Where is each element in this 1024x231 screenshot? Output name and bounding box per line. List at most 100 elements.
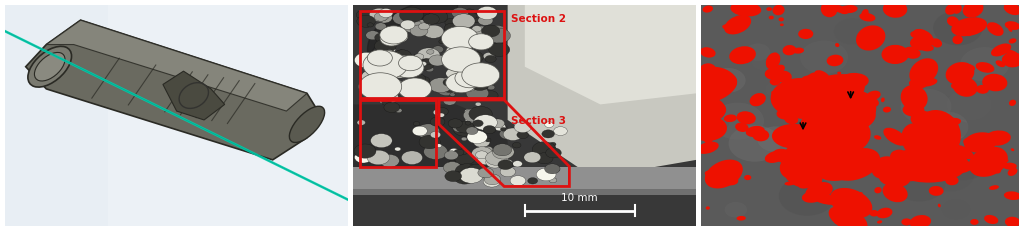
Polygon shape — [26, 20, 321, 160]
Circle shape — [383, 81, 401, 92]
Circle shape — [466, 86, 488, 100]
Ellipse shape — [698, 69, 717, 82]
Circle shape — [498, 160, 513, 170]
Circle shape — [417, 124, 439, 139]
Circle shape — [450, 63, 457, 68]
Ellipse shape — [780, 23, 783, 26]
Circle shape — [453, 122, 475, 136]
Circle shape — [375, 33, 388, 42]
Circle shape — [505, 160, 513, 165]
Ellipse shape — [969, 147, 1008, 177]
Ellipse shape — [883, 0, 907, 18]
Ellipse shape — [829, 87, 848, 99]
Ellipse shape — [903, 47, 918, 57]
Circle shape — [893, 165, 945, 201]
Circle shape — [752, 54, 775, 70]
Circle shape — [779, 176, 836, 216]
Circle shape — [391, 67, 409, 78]
Ellipse shape — [806, 126, 856, 152]
Circle shape — [450, 93, 456, 96]
Circle shape — [478, 16, 493, 25]
Circle shape — [925, 157, 974, 191]
Circle shape — [392, 58, 424, 78]
Circle shape — [419, 77, 430, 84]
Ellipse shape — [982, 74, 1008, 91]
Ellipse shape — [905, 49, 921, 59]
Circle shape — [460, 168, 483, 183]
Ellipse shape — [918, 91, 926, 97]
Circle shape — [370, 8, 389, 21]
Circle shape — [475, 151, 487, 159]
Circle shape — [786, 147, 810, 163]
Circle shape — [462, 9, 477, 18]
Circle shape — [449, 172, 461, 180]
Ellipse shape — [895, 7, 898, 12]
Circle shape — [441, 82, 458, 92]
Circle shape — [512, 142, 521, 148]
Circle shape — [452, 8, 468, 18]
Ellipse shape — [859, 13, 876, 21]
Circle shape — [537, 168, 556, 181]
Circle shape — [454, 149, 464, 156]
Circle shape — [451, 33, 463, 41]
Circle shape — [475, 41, 488, 50]
Circle shape — [362, 51, 408, 79]
Ellipse shape — [838, 72, 842, 74]
Circle shape — [476, 63, 484, 68]
Circle shape — [463, 109, 484, 122]
Circle shape — [376, 12, 392, 23]
Circle shape — [554, 127, 567, 135]
Circle shape — [356, 15, 376, 27]
Circle shape — [413, 126, 427, 136]
Circle shape — [414, 54, 424, 60]
Circle shape — [462, 64, 483, 77]
Circle shape — [825, 191, 858, 214]
Ellipse shape — [783, 142, 814, 165]
Ellipse shape — [736, 111, 756, 124]
Circle shape — [374, 12, 388, 21]
Ellipse shape — [706, 206, 710, 210]
Ellipse shape — [909, 78, 928, 89]
Ellipse shape — [910, 31, 921, 38]
Ellipse shape — [1002, 159, 1009, 162]
Ellipse shape — [910, 36, 932, 50]
Circle shape — [477, 119, 487, 126]
Circle shape — [487, 85, 495, 90]
Ellipse shape — [836, 90, 877, 126]
Circle shape — [398, 78, 431, 100]
Ellipse shape — [805, 72, 821, 85]
Ellipse shape — [989, 185, 999, 190]
Circle shape — [475, 102, 481, 106]
Ellipse shape — [861, 9, 868, 17]
Circle shape — [469, 118, 478, 124]
Ellipse shape — [828, 206, 867, 231]
Ellipse shape — [736, 216, 745, 221]
Circle shape — [468, 61, 479, 68]
Ellipse shape — [1002, 163, 1017, 170]
Ellipse shape — [826, 55, 844, 66]
Circle shape — [469, 106, 493, 122]
Ellipse shape — [772, 5, 784, 15]
Circle shape — [399, 7, 424, 23]
Circle shape — [428, 10, 447, 23]
Circle shape — [413, 54, 421, 59]
Circle shape — [389, 48, 395, 52]
Circle shape — [834, 18, 871, 45]
Ellipse shape — [1005, 217, 1020, 227]
Ellipse shape — [776, 109, 794, 120]
Circle shape — [354, 144, 376, 158]
Circle shape — [469, 34, 494, 50]
Ellipse shape — [964, 137, 978, 146]
Circle shape — [378, 91, 398, 104]
Circle shape — [485, 138, 490, 142]
Ellipse shape — [799, 179, 814, 188]
Polygon shape — [109, 5, 348, 226]
Ellipse shape — [769, 16, 774, 19]
Ellipse shape — [1005, 21, 1020, 30]
Circle shape — [361, 70, 383, 84]
Circle shape — [462, 25, 469, 30]
Circle shape — [444, 171, 462, 182]
Ellipse shape — [709, 103, 726, 118]
Circle shape — [354, 152, 372, 163]
Circle shape — [493, 144, 512, 156]
